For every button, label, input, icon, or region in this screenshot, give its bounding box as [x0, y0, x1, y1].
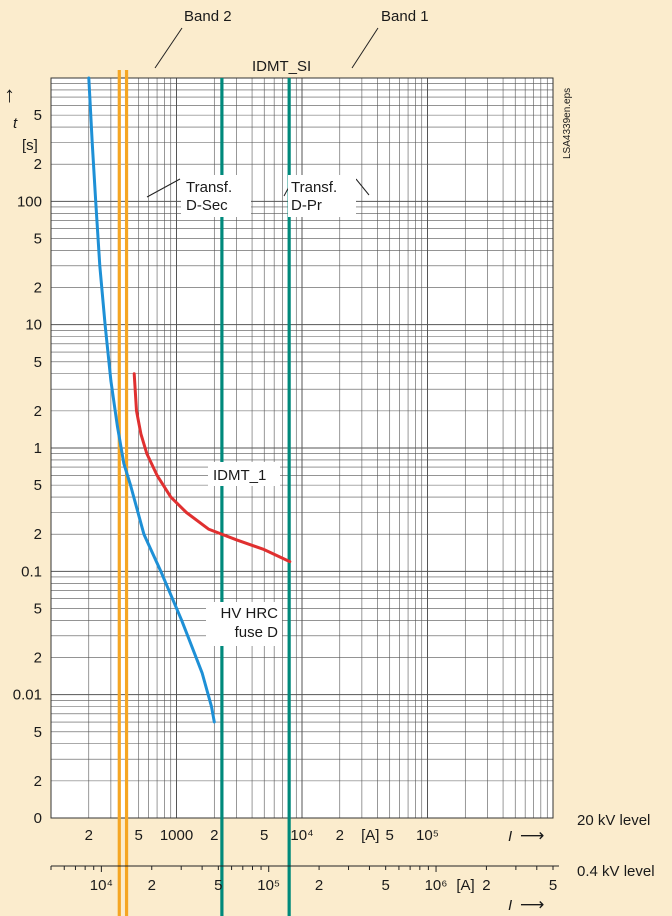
y-tick-label: 5: [34, 107, 42, 124]
transf-dpr-label-line1: Transf.: [291, 179, 337, 196]
y-tick-label: 5: [34, 477, 42, 494]
band1-label: Band 1: [381, 8, 429, 25]
x-tick-label-04kv: 2: [148, 877, 156, 894]
x-tick-label-20kv: 10⁵: [416, 827, 439, 844]
y-tick-label: 1: [34, 440, 42, 457]
y-axis-label: t: [13, 115, 18, 132]
x-tick-label-20kv: 2: [336, 827, 344, 844]
y-tick-label: 2: [34, 773, 42, 790]
x-tick-label-20kv: 5: [260, 827, 268, 844]
x-tick-label-04kv: 2: [482, 877, 490, 894]
transf-dsec-label-line2: D-Sec: [186, 197, 228, 214]
transf-dsec-label-line1: Transf.: [186, 179, 232, 196]
x-tick-label-04kv: 5: [381, 877, 389, 894]
x-tick-label-04kv: 10⁴: [90, 877, 113, 894]
leader-line-1: [154, 27, 183, 69]
x-tick-label-04kv: [A]: [456, 877, 474, 894]
idmt1-label-box: [208, 462, 280, 486]
fuse-label-line2: fuse D: [235, 624, 279, 641]
level-04kv-label: 0.4 kV level: [577, 863, 655, 880]
x-tick-label-20kv: 2: [210, 827, 218, 844]
y-tick-label: 0.1: [21, 563, 42, 580]
level-20kv-label: 20 kV level: [577, 812, 650, 829]
leader-line-4: [355, 178, 370, 196]
y-tick-label: 0.01: [13, 687, 42, 704]
idmt1-label: IDMT_1: [213, 467, 266, 484]
fuse-d-curve: [87, 76, 216, 724]
y-tick-label: 2: [34, 156, 42, 173]
x-axis-20kv-label: I: [508, 828, 512, 845]
transf-dsec-label-box: [181, 175, 251, 217]
leader-line-2: [351, 27, 379, 69]
x-axis-20kv-arrow: ⟶: [520, 826, 544, 845]
y-tick-label: 10: [25, 317, 42, 334]
transf-dpr-label-line2: D-Pr: [291, 197, 322, 214]
y-tick-label: 5: [34, 724, 42, 741]
y-tick-label: 0: [34, 810, 42, 827]
x-tick-label-04kv: 5: [549, 877, 557, 894]
x-tick-label-04kv: 2: [315, 877, 323, 894]
y-tick-label: 5: [34, 600, 42, 617]
fuse-label-box: [206, 602, 282, 646]
transf-dpr-label-box: [288, 175, 356, 217]
y-tick-label: 2: [34, 403, 42, 420]
x-axis-04kv-arrow: ⟶: [520, 895, 544, 914]
fuse-label-line1: HV HRC: [220, 605, 278, 622]
x-tick-label-04kv: 10⁶: [425, 877, 448, 894]
x-tick-label-04kv: 10⁵: [257, 877, 280, 894]
x-tick-label-20kv: 1000: [160, 827, 193, 844]
side-code-label: LSA4339en.eps: [562, 88, 573, 159]
y-tick-label: 100: [17, 193, 42, 210]
x-tick-label-20kv: 5: [386, 827, 394, 844]
x-axis-04kv-label: I: [508, 897, 512, 914]
x-tick-label-20kv: 2: [85, 827, 93, 844]
idmt-si-label: IDMT_SI: [252, 58, 311, 75]
band2-label: Band 2: [184, 8, 232, 25]
x-tick-label-04kv: 5: [214, 877, 222, 894]
y-axis-unit: [s]: [22, 137, 38, 154]
y-axis-arrow: ↑: [4, 82, 15, 107]
y-tick-label: 5: [34, 230, 42, 247]
idmt1-curve: [132, 372, 292, 564]
y-tick-label: 2: [34, 280, 42, 297]
y-tick-label: 2: [34, 650, 42, 667]
x-tick-label-20kv: 5: [135, 827, 143, 844]
x-tick-label-20kv: [A]: [361, 827, 379, 844]
y-tick-label: 2: [34, 526, 42, 543]
plot-border: [50, 77, 554, 819]
leader-line-3: [146, 178, 181, 198]
x-tick-label-20kv: 10⁴: [290, 827, 313, 844]
y-tick-label: 5: [34, 354, 42, 371]
